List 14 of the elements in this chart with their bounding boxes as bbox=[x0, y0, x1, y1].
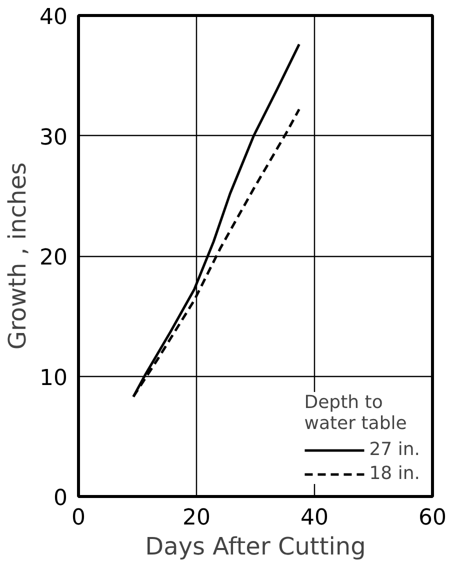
legend-label: 27 in. bbox=[369, 439, 420, 460]
y-tick-label: 40 bbox=[40, 5, 68, 30]
x-tick-label: 40 bbox=[300, 506, 329, 530]
y-axis-title: Growth , inches bbox=[4, 162, 32, 350]
legend-label: 18 in. bbox=[369, 463, 420, 484]
x-tick-label: 20 bbox=[182, 506, 211, 530]
x-axis-title: Days After Cutting bbox=[145, 532, 366, 560]
x-tick-label: 60 bbox=[418, 506, 447, 530]
y-tick-label: 10 bbox=[40, 366, 68, 391]
legend-title: Depth to water table bbox=[304, 392, 408, 434]
y-tick-label: 0 bbox=[54, 486, 68, 511]
x-tick-label: 0 bbox=[72, 506, 86, 530]
y-tick-label: 20 bbox=[40, 246, 68, 270]
y-tick-label: 30 bbox=[40, 125, 68, 150]
